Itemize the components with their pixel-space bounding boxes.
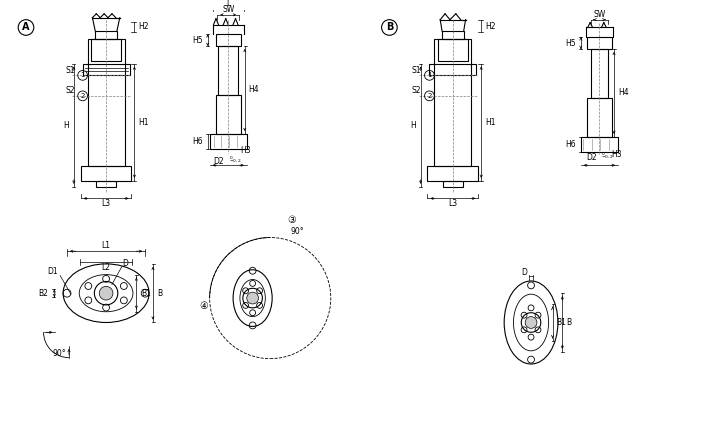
Bar: [83, 64, 129, 75]
Text: ③: ③: [287, 215, 296, 225]
Text: S1: S1: [412, 66, 422, 75]
Text: H1: H1: [485, 118, 496, 127]
Text: S1: S1: [65, 66, 75, 75]
Text: D1: D1: [47, 267, 57, 276]
Bar: [430, 64, 476, 75]
Text: S2: S2: [412, 86, 422, 95]
Text: $^0_{-0,2}$: $^0_{-0,2}$: [229, 155, 242, 165]
Text: B2: B2: [39, 289, 49, 298]
Text: 1: 1: [427, 72, 432, 78]
Bar: [442, 31, 464, 39]
Text: H5: H5: [192, 36, 203, 45]
Text: L1: L1: [102, 241, 111, 250]
Text: SW: SW: [222, 6, 234, 15]
Bar: [587, 98, 612, 137]
Circle shape: [100, 286, 113, 300]
Bar: [218, 46, 238, 95]
Text: A: A: [23, 23, 30, 33]
Bar: [96, 181, 116, 187]
Text: L3: L3: [449, 199, 457, 208]
Text: H4: H4: [249, 86, 260, 95]
Bar: [215, 34, 241, 46]
Text: H2: H2: [485, 21, 496, 30]
Text: B: B: [566, 318, 571, 327]
Text: L: L: [226, 0, 230, 8]
Text: B: B: [157, 289, 162, 298]
Bar: [438, 39, 467, 61]
Text: 2: 2: [427, 93, 432, 99]
Text: H1: H1: [138, 118, 149, 127]
Text: H3: H3: [611, 150, 622, 159]
Text: 2: 2: [81, 93, 85, 99]
Circle shape: [525, 317, 537, 328]
Bar: [590, 49, 608, 98]
Text: $^0_{-0,2}$: $^0_{-0,2}$: [601, 152, 614, 161]
Bar: [587, 37, 612, 49]
Bar: [581, 137, 618, 152]
Bar: [434, 39, 471, 166]
Text: H4: H4: [618, 89, 629, 98]
Text: B: B: [386, 23, 393, 33]
Text: H3: H3: [240, 146, 251, 155]
Text: SW: SW: [593, 10, 606, 19]
Text: L3: L3: [102, 199, 111, 208]
Text: B1: B1: [141, 289, 151, 298]
Text: D: D: [123, 259, 129, 268]
Text: H6: H6: [566, 140, 576, 149]
Text: B1: B1: [556, 318, 566, 327]
Text: D2: D2: [214, 157, 225, 166]
Bar: [215, 95, 241, 134]
Bar: [427, 166, 478, 181]
Circle shape: [246, 292, 259, 304]
Bar: [95, 31, 117, 39]
Text: D2: D2: [586, 153, 596, 162]
Text: H6: H6: [192, 137, 203, 146]
Text: ④: ④: [199, 301, 208, 311]
Bar: [209, 134, 246, 149]
Bar: [81, 166, 132, 181]
Text: H5: H5: [566, 39, 576, 48]
Text: D: D: [521, 268, 527, 277]
Text: 90°: 90°: [291, 227, 305, 236]
Text: H: H: [410, 121, 416, 130]
Text: S2: S2: [65, 86, 75, 95]
Bar: [92, 39, 121, 61]
Text: H: H: [63, 121, 69, 130]
Text: L2: L2: [102, 263, 111, 272]
Text: H2: H2: [138, 23, 149, 32]
Text: 1: 1: [81, 72, 85, 78]
Bar: [443, 181, 462, 187]
Bar: [87, 39, 124, 166]
Text: 90°: 90°: [52, 349, 66, 358]
